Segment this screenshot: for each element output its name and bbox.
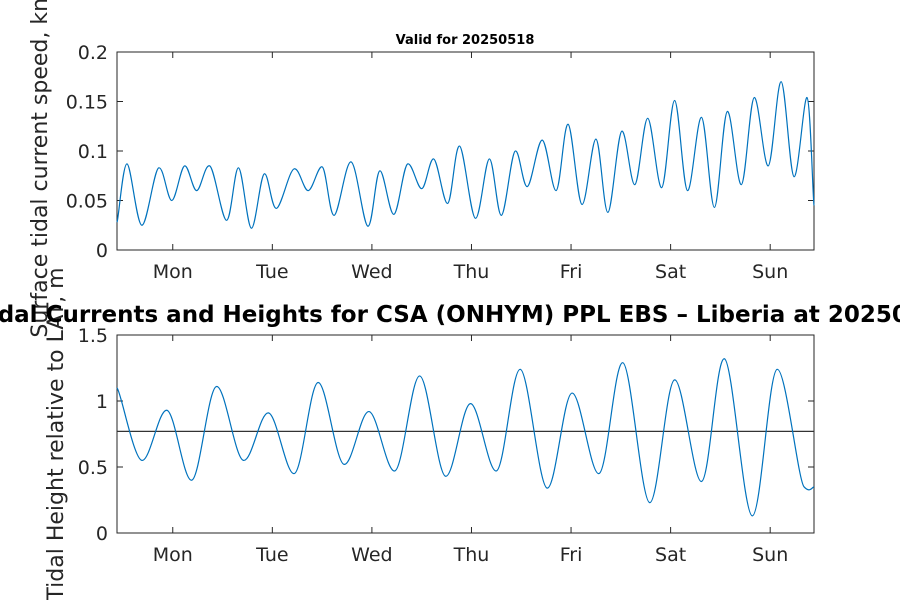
current-speed-y-axis-label: Surface tidal current speed, knots xyxy=(28,0,53,338)
current-speed-y-tick-label: 0.1 xyxy=(78,141,108,163)
tidal-height-y-axis: 0 0.5 1 1.5 xyxy=(78,325,814,545)
current-speed-y-tick-label: 0.15 xyxy=(66,92,108,114)
tidal-height-y-axis-label: Tidal Height relative to LAT, m xyxy=(44,267,69,600)
tidal-height-chart: 0 0.5 1 1.5 Mon Tue Wed Thu Fri Sat Sun Tidal Hei… xyxy=(44,267,815,600)
tidal-height-y-tick-label: 1 xyxy=(96,391,108,413)
tidal-height-series-line xyxy=(116,358,815,517)
current-speed-series-line xyxy=(116,81,815,229)
tidal-height-y-tick-label: 0.5 xyxy=(78,457,108,479)
tidal-height-y-tick-label: 0 xyxy=(96,523,108,545)
current-speed-x-tick-label: Sat xyxy=(655,261,686,283)
tidal-height-x-tick-label: Sat xyxy=(655,544,686,566)
current-speed-x-tick-label: Fri xyxy=(560,261,583,283)
current-speed-x-tick-label: Tue xyxy=(255,261,288,283)
figure-title: Tidal Currents and Heights for CSA (ONHY… xyxy=(0,302,900,328)
tidal-height-y-tick-label: 1.5 xyxy=(78,325,108,347)
current-speed-y-tick-label: 0.2 xyxy=(78,42,108,64)
current-speed-x-tick-label: Sun xyxy=(752,261,788,283)
current-speed-y-axis: 0 0.05 0.1 0.15 0.2 xyxy=(66,42,814,262)
tidal-height-x-tick-label: Mon xyxy=(153,544,193,566)
current-speed-y-tick-label: 0.05 xyxy=(66,191,108,213)
tidal-height-plot-area xyxy=(116,334,815,534)
current-speed-x-tick-label: Wed xyxy=(351,261,392,283)
current-speed-x-axis: Mon Tue Wed Thu Fri Sat Sun xyxy=(153,52,788,283)
current-speed-y-tick-label: 0 xyxy=(96,240,108,262)
tidal-height-x-tick-label: Tue xyxy=(255,544,288,566)
tidal-height-x-tick-label: Wed xyxy=(351,544,392,566)
tidal-height-x-tick-label: Fri xyxy=(560,544,583,566)
tidal-height-x-tick-label: Thu xyxy=(453,544,490,566)
tidal-height-x-axis: Mon Tue Wed Thu Fri Sat Sun xyxy=(153,335,788,566)
current-speed-chart-title: Valid for 20250518 xyxy=(396,33,535,48)
current-speed-plot-area xyxy=(116,51,815,251)
tidal-height-x-tick-label: Sun xyxy=(752,544,788,566)
current-speed-x-tick-label: Thu xyxy=(453,261,490,283)
current-speed-x-tick-label: Mon xyxy=(153,261,193,283)
current-speed-chart: Valid for 20250518 0 0.05 0.1 0.15 0.2 Mon Tu… xyxy=(28,0,815,338)
